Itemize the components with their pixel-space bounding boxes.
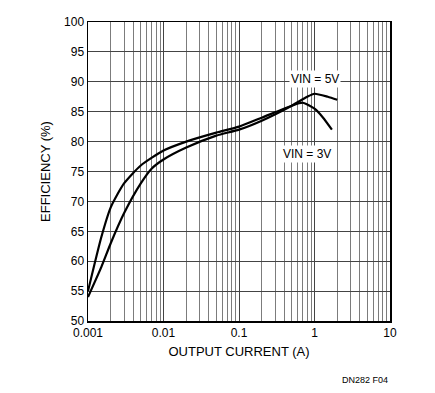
svg-text:EFFICIENCY (%): EFFICIENCY (%) xyxy=(38,121,53,222)
svg-text:100: 100 xyxy=(64,15,84,29)
svg-text:60: 60 xyxy=(71,254,85,268)
svg-text:OUTPUT CURRENT (A): OUTPUT CURRENT (A) xyxy=(168,344,309,359)
svg-text:80: 80 xyxy=(71,135,85,149)
svg-text:DN282 F04: DN282 F04 xyxy=(342,375,388,385)
svg-text:0.001: 0.001 xyxy=(73,326,103,340)
svg-text:75: 75 xyxy=(71,165,85,179)
svg-text:50: 50 xyxy=(71,314,85,328)
svg-text:70: 70 xyxy=(71,195,85,209)
svg-text:0.1: 0.1 xyxy=(231,326,248,340)
svg-text:1: 1 xyxy=(311,326,318,340)
svg-text:10: 10 xyxy=(383,326,397,340)
svg-text:VIN = 5V: VIN = 5V xyxy=(291,72,339,86)
svg-text:95: 95 xyxy=(71,45,85,59)
svg-text:55: 55 xyxy=(71,284,85,298)
svg-text:90: 90 xyxy=(71,75,85,89)
svg-text:VIN = 3V: VIN = 3V xyxy=(283,147,331,161)
svg-text:65: 65 xyxy=(71,225,85,239)
svg-text:0.01: 0.01 xyxy=(152,326,176,340)
svg-text:85: 85 xyxy=(71,105,85,119)
